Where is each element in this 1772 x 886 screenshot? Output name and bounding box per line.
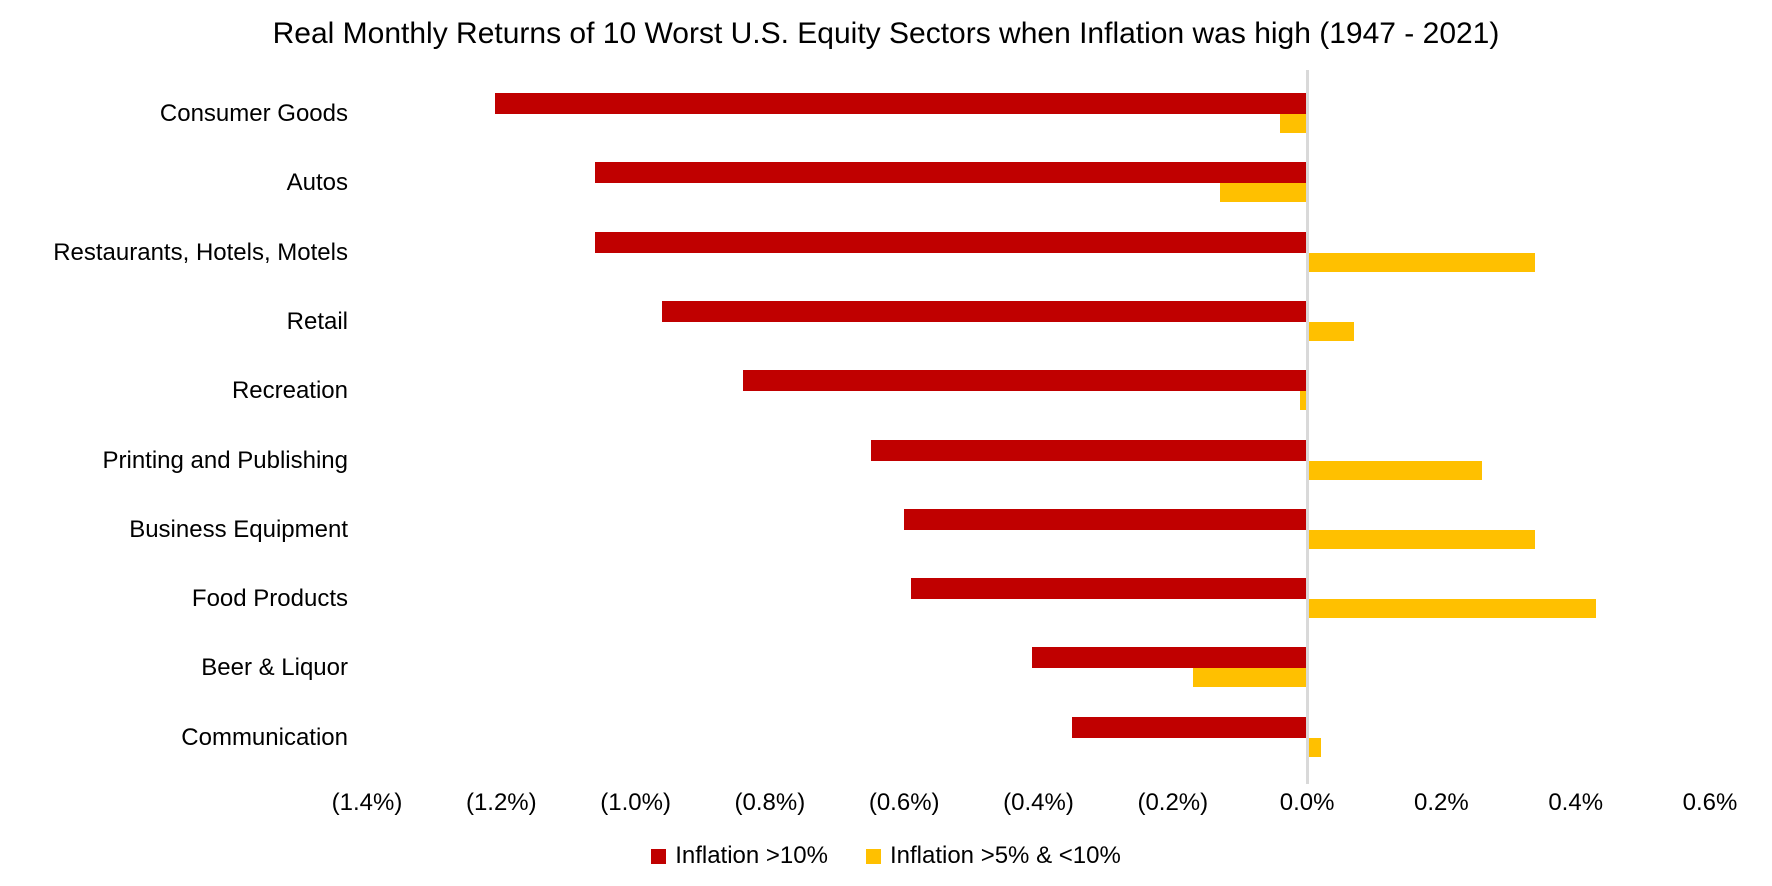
- bar-inflation-gt10: [1031, 647, 1308, 669]
- bar-inflation-5to10: [1300, 391, 1308, 411]
- category-label: Autos: [286, 169, 348, 197]
- category-label: Retail: [286, 307, 348, 335]
- x-axis-tick-label: 0.4%: [1548, 789, 1604, 816]
- bar-inflation-5to10: [1219, 183, 1308, 203]
- chart-title: Real Monthly Returns of 10 Worst U.S. Eq…: [272, 17, 1500, 50]
- category-label: Communication: [181, 723, 348, 751]
- bar-inflation-5to10: [1307, 599, 1596, 619]
- zero-axis-line: [1306, 70, 1310, 784]
- x-axis-tick-label: 0.2%: [1414, 789, 1469, 816]
- bar-inflation-5to10: [1307, 529, 1536, 549]
- bar-inflation-5to10: [1307, 252, 1536, 272]
- bar-inflation-gt10: [743, 370, 1308, 392]
- legend-label: Inflation >5% & <10%: [889, 842, 1121, 869]
- legend-item-inflation-gt10: Inflation >10%: [651, 841, 828, 871]
- bar-inflation-gt10: [595, 231, 1308, 253]
- category-label: Printing and Publishing: [102, 446, 349, 474]
- category-label: Business Equipment: [129, 515, 348, 543]
- bar-inflation-gt10: [1072, 716, 1308, 738]
- bar-inflation-5to10: [1307, 737, 1321, 757]
- bar-inflation-5to10: [1280, 114, 1308, 133]
- x-axis-tick-label: (0.8%): [734, 789, 806, 816]
- bar-inflation-5to10: [1307, 321, 1355, 341]
- x-axis-tick-label: (0.4%): [1003, 789, 1074, 816]
- category-label: Recreation: [231, 377, 348, 405]
- x-axis-tick-label: (1.0%): [600, 789, 671, 816]
- legend-swatch-icon: [651, 848, 667, 864]
- legend-label: Inflation >10%: [675, 842, 828, 869]
- category-label: Restaurants, Hotels, Motels: [53, 238, 348, 266]
- x-axis-tick-label: (1.4%): [331, 789, 403, 816]
- x-axis-tick-label: (0.6%): [868, 789, 940, 816]
- x-axis-tick-label: (0.2%): [1137, 789, 1209, 816]
- bar-inflation-5to10: [1192, 668, 1308, 688]
- x-axis-tick-label: 0.0%: [1279, 789, 1335, 816]
- bar-inflation-gt10: [904, 508, 1308, 530]
- legend: Inflation >10% Inflation >5% & <10%: [0, 841, 1772, 871]
- category-label: Food Products: [191, 585, 348, 613]
- legend-item-inflation-5to10: Inflation >5% & <10%: [865, 841, 1121, 871]
- bar-inflation-gt10: [595, 162, 1308, 184]
- bar-inflation-gt10: [494, 93, 1308, 114]
- x-axis-tick-label: (1.2%): [465, 789, 537, 816]
- bar-inflation-gt10: [870, 439, 1308, 461]
- bar-inflation-5to10: [1307, 460, 1482, 480]
- x-axis-tick-label: 0.6%: [1682, 789, 1738, 816]
- category-label: Beer & Liquor: [201, 654, 348, 682]
- category-label: Consumer Goods: [159, 100, 348, 127]
- bar-inflation-gt10: [662, 300, 1308, 322]
- legend-swatch-icon: [865, 848, 881, 864]
- bar-inflation-gt10: [910, 578, 1308, 600]
